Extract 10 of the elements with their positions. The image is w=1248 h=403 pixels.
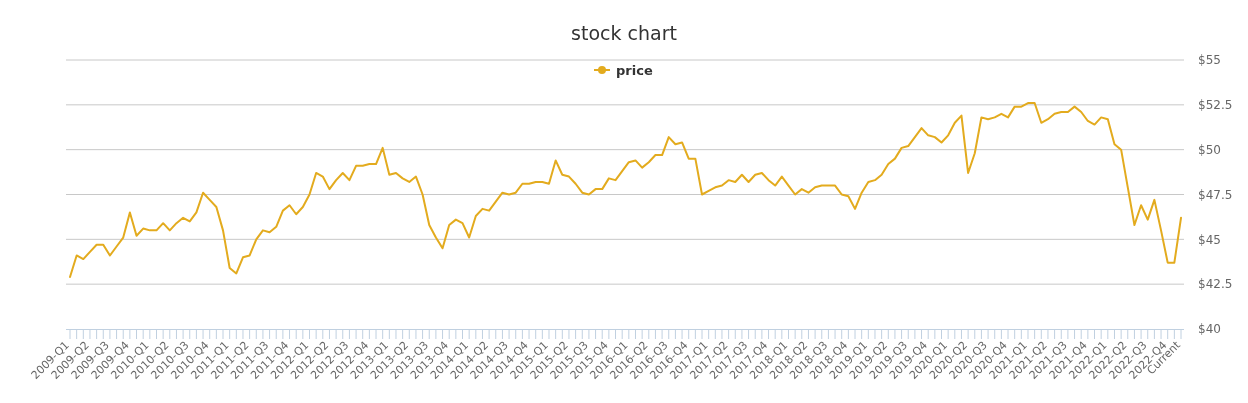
y-tick-label: $50	[1198, 142, 1221, 157]
y-tick-label: $52.5	[1198, 98, 1233, 113]
chart-title: stock chart	[571, 22, 677, 44]
legend-label: price	[616, 62, 653, 78]
line-series	[69, 102, 1182, 278]
y-tick-label: $47.5	[1198, 187, 1233, 202]
y-tick-label: $40	[1198, 322, 1221, 337]
y-tick-label: $45	[1198, 232, 1221, 247]
y-tick-label: $42.5	[1198, 277, 1233, 292]
y-tick-label: $55	[1198, 53, 1221, 68]
